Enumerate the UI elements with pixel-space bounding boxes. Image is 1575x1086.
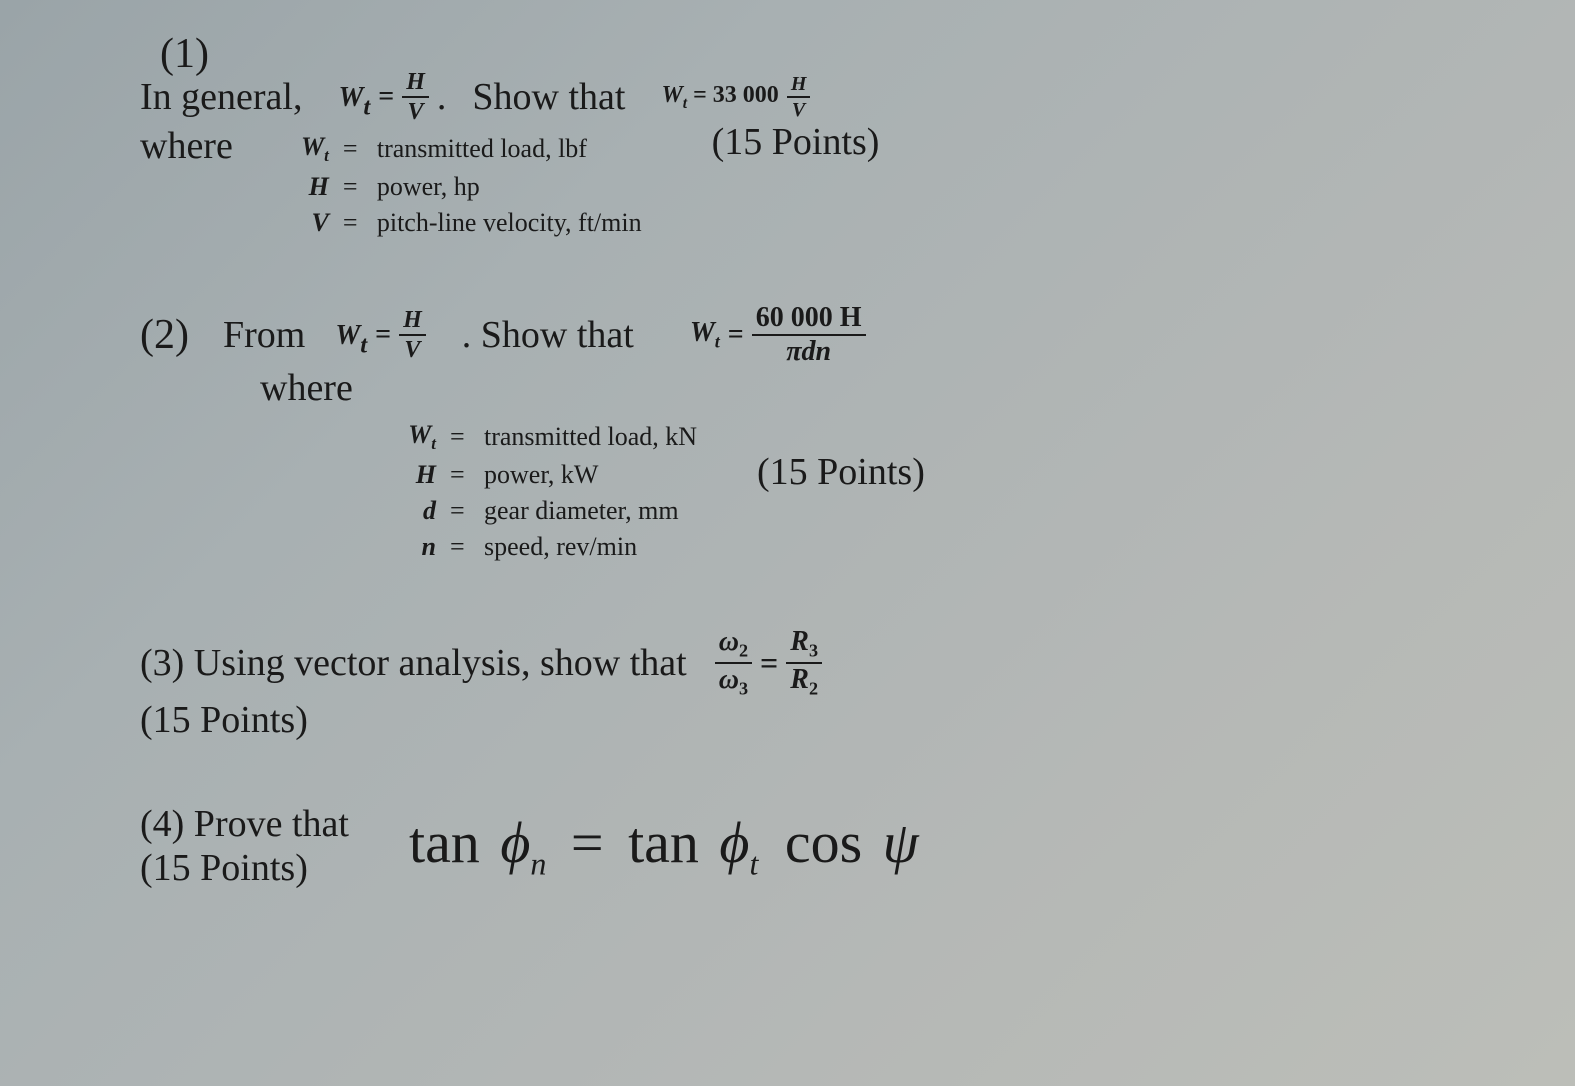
p4-equation: tan ϕn = tan ϕt cos ψ [409, 809, 919, 883]
p4-left: (4) Prove that (15 Points) [140, 802, 349, 890]
p2-def-row: d = gear diameter, mm [400, 496, 697, 526]
p1-where-row: where Wt = transmitted load, lbf H = pow… [140, 124, 1435, 244]
p1-def-row: H = power, hp [293, 172, 642, 202]
p2-points: (15 Points) [757, 450, 925, 494]
p3-text: (3) Using vector analysis, show that [140, 641, 687, 685]
p2-eq-lhs: Wt [335, 310, 367, 360]
p2-defs: Wt = transmitted load, kN H = power, kW … [400, 420, 697, 568]
problem-3-line1: (3) Using vector analysis, show that ω2 … [140, 628, 1435, 698]
p1-result: Wt = 33 000 [661, 82, 778, 113]
p2-def-row: Wt = transmitted load, kN [400, 420, 697, 454]
problem-4-line: (4) Prove that (15 Points) tan ϕn = tan … [140, 802, 1435, 890]
p3-frac1: ω2 ω3 [715, 628, 752, 698]
p1-intro: In general, [140, 75, 302, 119]
p1-points: (15 Points) [712, 120, 880, 164]
p2-result-lhs: Wt [690, 317, 720, 353]
p2-def-row: n = speed, rev/min [400, 532, 697, 562]
problem-4: (4) Prove that (15 Points) tan ϕn = tan … [140, 802, 1435, 890]
problem-3: (3) Using vector analysis, show that ω2 … [140, 628, 1435, 742]
problem-2: (2) From Wt = H V . Show that Wt = 60 00… [140, 304, 1435, 568]
problem-1: (1) In general, Wt = H V . Show that Wt … [140, 30, 1435, 244]
p2-result-frac: 60 000 H πdn [752, 304, 866, 366]
p1-def-row: V = pitch-line velocity, ft/min [293, 208, 642, 238]
p4-text: (4) Prove that [140, 802, 349, 846]
p1-eq-lhs: Wt [338, 72, 370, 122]
p1-def-row: Wt = transmitted load, lbf [293, 132, 642, 166]
p2-number: (2) [140, 311, 189, 359]
p1-where: where [140, 124, 233, 168]
p4-points: (15 Points) [140, 846, 349, 890]
p1-frac: H V [402, 70, 429, 124]
p1-show-that: Show that [472, 75, 625, 119]
p1-result-frac: H V [787, 74, 811, 120]
p2-where: where [260, 366, 1435, 410]
p2-def-row: H = power, kW [400, 460, 697, 490]
p2-show-that: . Show that [462, 313, 634, 357]
problem-2-line1: (2) From Wt = H V . Show that Wt = 60 00… [140, 304, 1435, 366]
p2-intro: From [223, 313, 305, 357]
problem-1-line1: In general, Wt = H V . Show that Wt = 33… [140, 70, 1435, 124]
p3-frac2: R3 R2 [786, 628, 822, 698]
p3-points: (15 Points) [140, 698, 1435, 742]
p2-frac: H V [399, 308, 426, 362]
p1-defs: Wt = transmitted load, lbf H = power, hp… [293, 132, 642, 244]
